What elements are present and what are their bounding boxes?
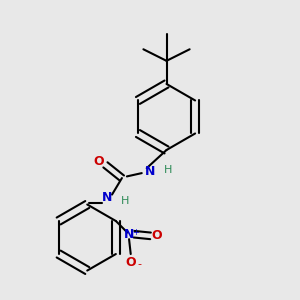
Text: O: O <box>94 155 104 168</box>
Text: H: H <box>164 165 172 175</box>
Text: H: H <box>121 196 129 206</box>
Text: N: N <box>102 191 112 204</box>
Text: O: O <box>125 256 136 269</box>
Text: -: - <box>137 259 141 269</box>
Text: O: O <box>152 230 162 242</box>
Text: N: N <box>124 228 134 241</box>
Text: N: N <box>145 165 155 178</box>
Text: +: + <box>132 228 139 237</box>
